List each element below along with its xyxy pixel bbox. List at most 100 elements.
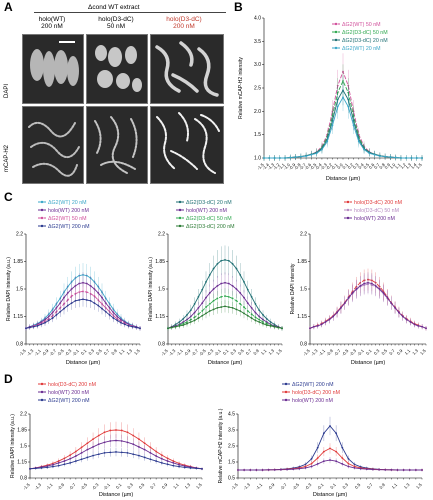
x-tick-label: 0.1: [222, 348, 230, 356]
x-tick-label: -1.1: [255, 482, 264, 491]
x-tick-label: -0.9: [41, 348, 50, 357]
data-point: [269, 325, 272, 327]
x-tick-label: 0.7: [366, 482, 374, 490]
data-point: [70, 295, 73, 297]
scale-bar: [59, 41, 75, 43]
x-tick-label: 1.5: [275, 348, 283, 356]
chart-d1: 0.81.151.51.852.2-1.5 -1.3 -1.1 -0.9 -0.7 -0.…: [10, 382, 203, 498]
column-label-3-line1: holo(D3-dC): [166, 16, 202, 23]
y-tick-label: 1.15: [155, 314, 165, 320]
legend-marker: [284, 382, 288, 386]
data-point: [310, 153, 313, 156]
data-point: [386, 296, 389, 299]
data-point: [351, 292, 354, 294]
x-tick-label: -1.5: [256, 162, 265, 171]
x-tick-label: -1.1: [33, 348, 42, 357]
x-tick-label: 0.1: [80, 348, 88, 356]
data-point: [355, 288, 358, 290]
data-point: [86, 442, 89, 445]
legend-marker: [346, 216, 350, 220]
data-point: [243, 312, 245, 315]
x-tick-label: 1.5: [133, 348, 141, 356]
legend-label: holo(D3-dC) 50 nM: [354, 208, 399, 214]
y-tick-label: 3.5: [228, 428, 235, 434]
data-point: [34, 467, 37, 470]
data-point: [304, 463, 307, 466]
column-label-2: holo(D3-dC) 50 nM: [84, 16, 148, 30]
x-tick-label: 0.9: [252, 348, 260, 356]
series-2: [29, 447, 203, 471]
data-point: [166, 463, 169, 466]
data-point: [103, 431, 106, 434]
legend-marker: [346, 208, 350, 212]
data-point: [336, 311, 338, 314]
data-point: [186, 322, 188, 325]
x-tick-label: -0.3: [319, 162, 328, 171]
x-tick-label: 1.3: [184, 482, 192, 490]
data-point: [101, 307, 103, 310]
data-point: [328, 318, 331, 321]
data-point: [315, 152, 318, 155]
data-point: [401, 315, 404, 318]
data-point: [208, 292, 211, 294]
x-tick-label: 1.5: [195, 482, 203, 490]
legend-marker: [334, 38, 338, 42]
data-point: [44, 321, 46, 324]
data-point: [298, 467, 301, 470]
data-point: [336, 105, 339, 108]
x-tick-label: 0.3: [229, 348, 237, 356]
data-point: [320, 323, 323, 326]
data-point: [74, 450, 77, 453]
data-point: [212, 308, 215, 311]
y-tick-label: 4.0: [254, 16, 261, 22]
data-point: [341, 457, 344, 459]
data-point: [208, 310, 211, 312]
data-point: [405, 318, 408, 321]
data-point: [69, 462, 72, 464]
x-tick-label: 0.9: [161, 482, 169, 490]
data-point: [250, 306, 253, 309]
data-point: [329, 447, 331, 450]
data-point: [189, 467, 192, 469]
data-point: [347, 296, 350, 299]
column-label-1-line2: 200 nM: [41, 23, 63, 30]
data-point: [329, 425, 331, 427]
x-tick-label: -1.5: [22, 482, 31, 491]
data-point: [183, 466, 186, 469]
data-point: [367, 281, 369, 284]
data-point: [74, 460, 77, 462]
data-point: [273, 157, 276, 159]
x-tick-label: -1.3: [26, 348, 35, 357]
data-point: [243, 306, 245, 308]
y-tick-label: 1.5: [16, 287, 23, 293]
data-point: [378, 155, 381, 158]
legend-marker: [40, 200, 44, 204]
x-tick-label: -0.3: [91, 482, 100, 491]
data-point: [310, 462, 313, 465]
legend-label: holo(WT) 200 nM: [186, 208, 227, 214]
data-point: [340, 306, 342, 309]
data-point: [365, 468, 368, 471]
data-point: [292, 468, 295, 471]
data-point: [160, 457, 163, 460]
x-tick-label: 0.1: [365, 348, 373, 356]
x-tick-label: 0.9: [383, 162, 391, 170]
data-point: [149, 446, 152, 449]
legend-label: ΔG2(WT) 20 nM: [342, 46, 381, 52]
data-point: [400, 157, 402, 159]
data-point: [143, 448, 146, 451]
legend-label: holo(D3-dC) 200 nM: [354, 200, 402, 206]
chart-d2: 0.51.52.53.54.5-1.5 -1.3 -1.1 -0.9 -0.7 -0.5-…: [218, 382, 423, 498]
data-point: [132, 453, 135, 456]
data-point: [78, 291, 81, 294]
legend-marker: [40, 216, 44, 220]
panel-letter-d: D: [4, 372, 13, 386]
data-point: [249, 469, 252, 471]
x-tick-label: -0.1: [213, 348, 222, 357]
micrograph-tile-mcaph2-3: [150, 106, 224, 184]
x-tick-label: -1.5: [160, 348, 169, 357]
data-point: [353, 463, 356, 466]
data-point: [220, 306, 223, 308]
data-point: [132, 443, 135, 446]
data-point: [36, 325, 39, 327]
